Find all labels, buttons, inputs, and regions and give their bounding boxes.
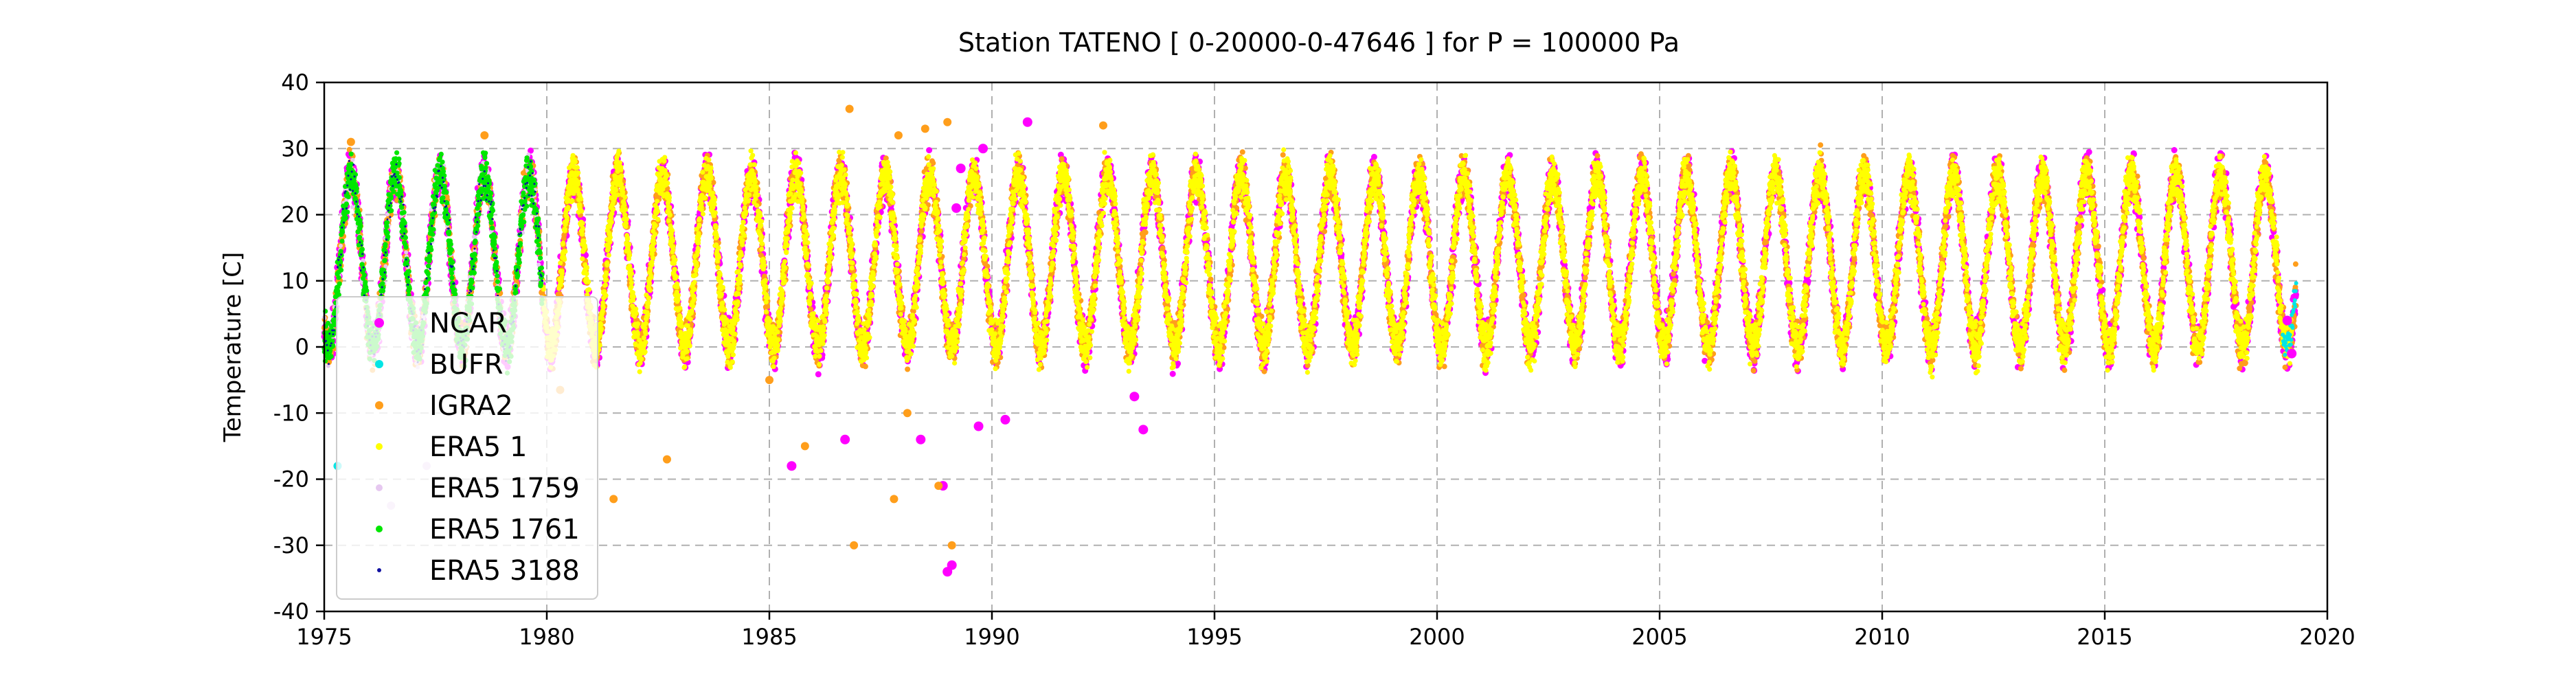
chart-title: Station TATENO [ 0-20000-0-47646 ] for P… [958,27,1680,58]
data-point [1370,153,1377,160]
data-points [321,104,2299,577]
data-point [926,147,933,154]
data-point [528,147,534,154]
data-point [815,371,822,378]
data-point [1169,370,1176,377]
